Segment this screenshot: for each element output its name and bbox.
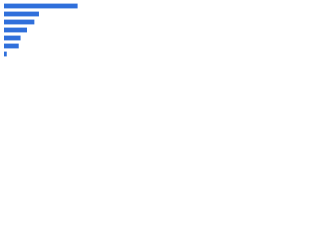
bar: [4, 11, 39, 17]
bar: [4, 3, 78, 9]
bar: [4, 51, 7, 57]
chart: [0, 0, 100, 71]
bar: [4, 43, 19, 49]
bar: [4, 35, 21, 41]
background: [0, 0, 100, 71]
bar: [4, 19, 35, 25]
bar: [4, 27, 27, 33]
